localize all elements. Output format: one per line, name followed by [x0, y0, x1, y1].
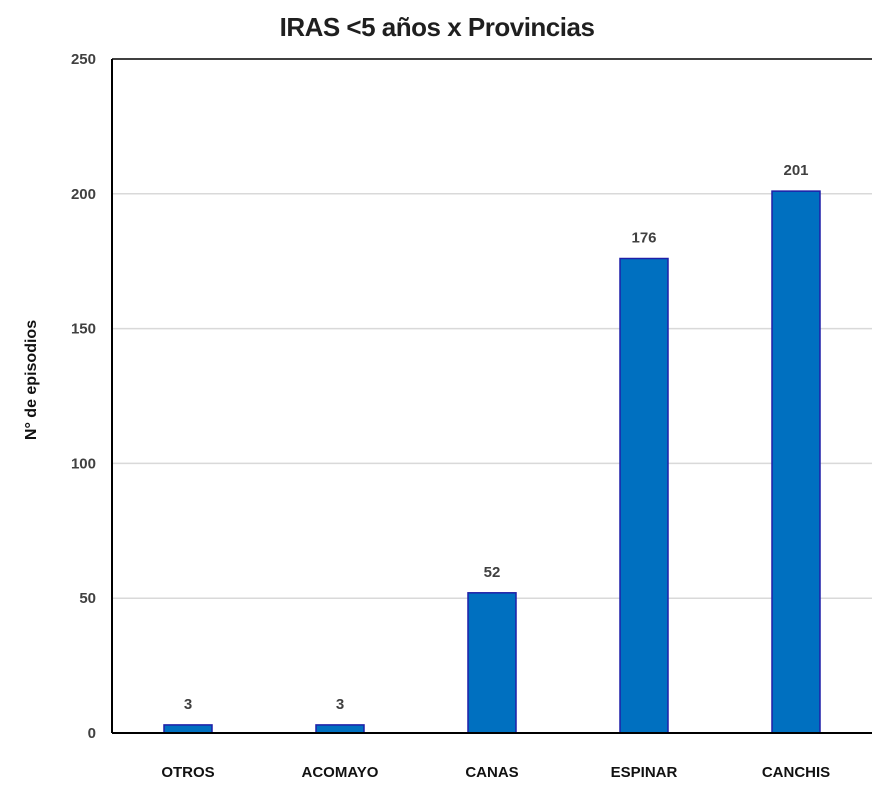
- bar: [467, 592, 517, 734]
- bar: [619, 257, 669, 734]
- bar: [771, 190, 821, 734]
- bar: [163, 724, 213, 734]
- y-tick-label: 150: [71, 321, 96, 338]
- x-tick-label: OTROS: [161, 764, 214, 781]
- data-label: 176: [631, 230, 656, 247]
- x-tick-label: ESPINAR: [611, 764, 678, 781]
- x-tick-label: CANAS: [465, 764, 518, 781]
- y-tick-label: 250: [71, 51, 96, 68]
- data-label: 201: [783, 162, 808, 179]
- gridlines: [112, 193, 872, 599]
- data-label: 3: [184, 696, 192, 713]
- data-label: 52: [484, 564, 501, 581]
- labels: 0 50 100 150 200 250 3 OTROS 3 ACOMAYO 52 CANAS 176 E…: [71, 51, 830, 781]
- x-tick-label: ACOMAYO: [302, 764, 379, 781]
- y-tick-label: 200: [71, 186, 96, 203]
- chart-title: IRAS <5 años x Provincias: [279, 12, 595, 42]
- bars: [163, 190, 821, 734]
- bar: [315, 724, 365, 734]
- data-label: 3: [336, 696, 344, 713]
- y-tick-label: 0: [88, 725, 96, 742]
- y-tick-label: 50: [79, 590, 96, 607]
- axes: [111, 58, 872, 734]
- y-tick-label: 100: [71, 455, 96, 472]
- x-tick-label: CANCHIS: [762, 764, 830, 781]
